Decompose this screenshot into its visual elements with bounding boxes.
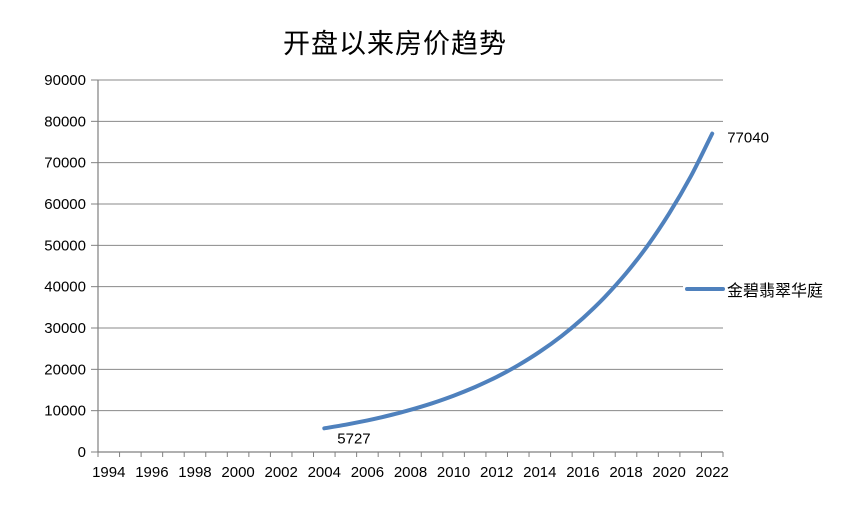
legend-series-label: 金碧翡翠华庭 [727, 283, 824, 300]
legend-line-icon [685, 287, 725, 291]
y-axis-label: 10000 [44, 403, 86, 420]
x-axis-label: 2000 [221, 464, 254, 481]
y-axis-label: 90000 [44, 72, 86, 89]
series-line [322, 131, 715, 431]
x-axis-label: 2002 [265, 464, 298, 481]
legend: 金碧翡翠华庭 [683, 275, 826, 303]
x-axis-label: 2014 [523, 464, 556, 481]
x-axis-label: 1998 [178, 464, 211, 481]
x-axis-label: 2008 [394, 464, 427, 481]
y-axis-label: 60000 [44, 196, 86, 213]
y-axis-label: 50000 [44, 237, 86, 254]
data-label-last-point: 77040 [727, 130, 769, 147]
x-axis-label: 1996 [135, 464, 168, 481]
x-axis-label: 2020 [652, 464, 685, 481]
y-axis-label: 80000 [44, 113, 86, 130]
y-axis-label: 0 [78, 444, 86, 461]
x-axis-label: 2012 [480, 464, 513, 481]
data-label-first-point: 5727 [337, 430, 370, 447]
x-axis-label: 2004 [308, 464, 341, 481]
y-axis-label: 30000 [44, 320, 86, 337]
y-axis-label: 20000 [44, 361, 86, 378]
x-axis-label: 2018 [609, 464, 642, 481]
x-axis-label: 2010 [437, 464, 470, 481]
y-axis-label: 40000 [44, 279, 86, 296]
y-axis-label: 70000 [44, 155, 86, 172]
x-axis-label: 2022 [696, 464, 729, 481]
x-axis-label: 1994 [92, 464, 125, 481]
x-axis-label: 2016 [566, 464, 599, 481]
x-axis-label: 2006 [351, 464, 384, 481]
chart-title: 开盘以来房价趋势 [283, 29, 507, 59]
